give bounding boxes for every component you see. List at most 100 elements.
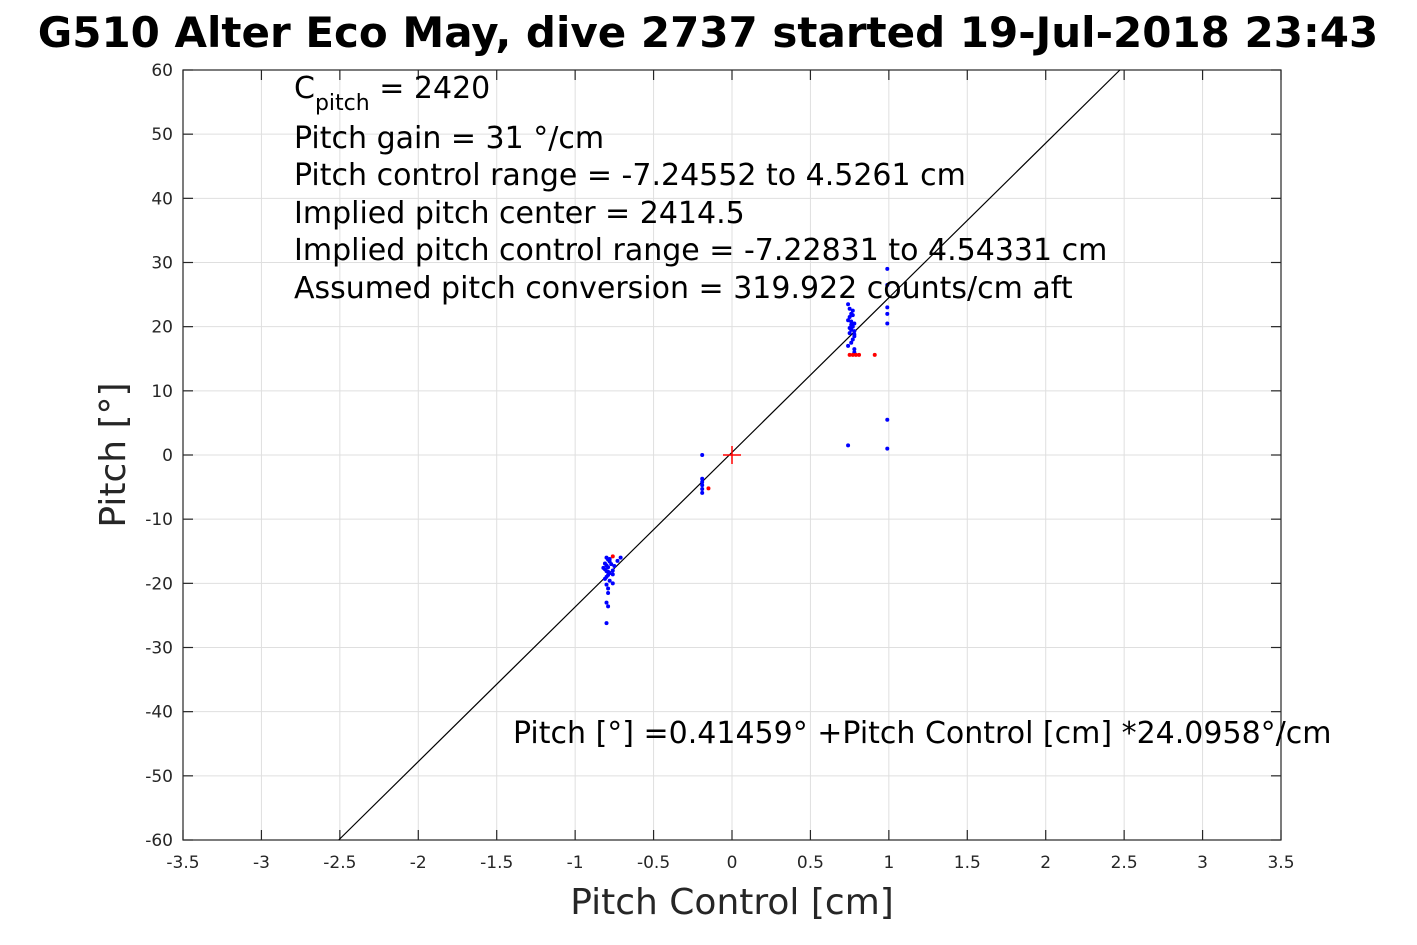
y-tick-labels: 60 50 40 30 20 10 0 -10 -20 -30 -40 -50 -60 <box>145 61 173 851</box>
y-tick-label: 40 <box>151 189 173 209</box>
fit-equation: Pitch [°] =0.41459° +Pitch Control [cm] … <box>513 716 1331 751</box>
implied-pitch-center-annotation: Implied pitch center = 2414.5 <box>294 196 745 231</box>
y-tick-label: -30 <box>145 639 173 659</box>
y-tick-label: 60 <box>151 61 173 81</box>
data-point <box>604 621 609 626</box>
data-point <box>700 490 705 495</box>
x-tick-label: -1.5 <box>480 853 513 873</box>
data-point <box>606 586 611 591</box>
y-tick-label: -50 <box>145 767 173 787</box>
x-tick-label: -0.5 <box>637 853 670 873</box>
y-tick-label: 20 <box>151 318 173 338</box>
y-tick-label: -20 <box>145 574 173 594</box>
data-point <box>606 565 611 570</box>
data-point <box>872 352 877 357</box>
x-tick-label: 0.5 <box>797 853 824 873</box>
center-marker <box>723 446 741 464</box>
x-tick-label: -3.5 <box>166 853 199 873</box>
data-point <box>607 556 612 561</box>
data-point <box>700 476 705 481</box>
y-tick-label: 30 <box>151 254 173 274</box>
data-point <box>604 582 609 587</box>
data-point <box>846 302 851 307</box>
x-tick-label: -3 <box>253 853 270 873</box>
data-points <box>601 266 890 626</box>
data-point <box>885 417 890 422</box>
data-point <box>610 554 615 559</box>
data-point <box>700 479 705 484</box>
x-axis-label: Pitch Control [cm] <box>570 882 894 923</box>
data-point <box>852 321 857 326</box>
c-pitch-main: C <box>294 71 315 106</box>
data-point <box>852 347 857 352</box>
data-point <box>846 443 851 448</box>
data-point <box>606 569 611 574</box>
data-point <box>852 332 857 337</box>
data-point <box>850 308 855 313</box>
y-tick-label: 10 <box>151 382 173 402</box>
data-point <box>885 305 890 310</box>
data-point <box>849 340 854 345</box>
data-point <box>612 564 617 569</box>
x-tick-labels: -3.5 -3 -2.5 -2 -1.5 -1 -0.5 0 0.5 1 1.5 2 2.5 3 3.5 <box>166 853 1294 873</box>
data-point <box>604 600 609 605</box>
data-point <box>853 352 858 357</box>
x-tick-label: 3 <box>1197 853 1208 873</box>
chart-title: G510 Alter Eco May, dive 2737 started 19… <box>38 8 1378 57</box>
data-point <box>850 337 855 342</box>
data-point <box>602 576 607 581</box>
data-point <box>606 590 611 595</box>
y-axis-label: Pitch [°] <box>93 382 134 527</box>
data-point <box>706 486 711 491</box>
x-tick-label: -1 <box>567 853 584 873</box>
data-point <box>606 604 611 609</box>
data-point <box>846 343 851 348</box>
data-point <box>885 282 890 287</box>
data-point <box>700 453 705 457</box>
data-point <box>849 319 854 324</box>
data-point <box>846 318 851 323</box>
x-tick-label: 2 <box>1040 853 1051 873</box>
data-point <box>601 565 606 570</box>
data-point <box>847 325 852 330</box>
annotation-block: Cpitch = 2420 Pitch gain = 31 °/cm Pitch… <box>294 71 1107 306</box>
data-point <box>847 306 852 311</box>
c-pitch-subscript: pitch <box>315 91 370 116</box>
data-point <box>700 483 705 488</box>
data-point <box>609 562 614 567</box>
data-point <box>847 352 852 357</box>
y-tick-label: -10 <box>145 510 173 530</box>
data-point <box>849 322 854 327</box>
x-tick-label: 2.5 <box>1111 853 1138 873</box>
x-tick-label: 0 <box>727 853 738 873</box>
data-point <box>852 329 857 334</box>
x-tick-label: 3.5 <box>1267 853 1294 873</box>
data-point <box>700 487 705 492</box>
x-tick-label: -2.5 <box>323 853 356 873</box>
data-point <box>885 321 890 326</box>
implied-pitch-range-annotation: Implied pitch control range = -7.22831 t… <box>294 233 1107 268</box>
pitch-control-range-annotation: Pitch control range = -7.24552 to 4.5261… <box>294 158 966 193</box>
x-tick-label: -2 <box>410 853 427 873</box>
data-point <box>850 313 855 318</box>
c-pitch-value: = 2420 <box>370 71 491 106</box>
grid-lines <box>182 69 1282 841</box>
y-tick-label: -60 <box>145 831 173 851</box>
data-point <box>885 446 890 451</box>
x-tick-label: 1 <box>883 853 894 873</box>
y-tick-label: 50 <box>151 125 173 145</box>
axis-ticks <box>182 69 1282 841</box>
data-point <box>847 315 852 320</box>
x-tick-label: 1.5 <box>954 853 981 873</box>
pitch-conversion-annotation: Assumed pitch conversion = 319.922 count… <box>294 271 1073 306</box>
data-point <box>885 311 890 316</box>
data-point <box>857 352 862 357</box>
data-point <box>615 558 620 563</box>
data-point <box>610 568 615 573</box>
pitch-gain-annotation: Pitch gain = 31 °/cm <box>294 121 604 156</box>
data-point <box>850 352 855 357</box>
y-tick-label: 0 <box>162 446 173 466</box>
data-point <box>885 266 890 271</box>
data-point <box>610 572 615 577</box>
